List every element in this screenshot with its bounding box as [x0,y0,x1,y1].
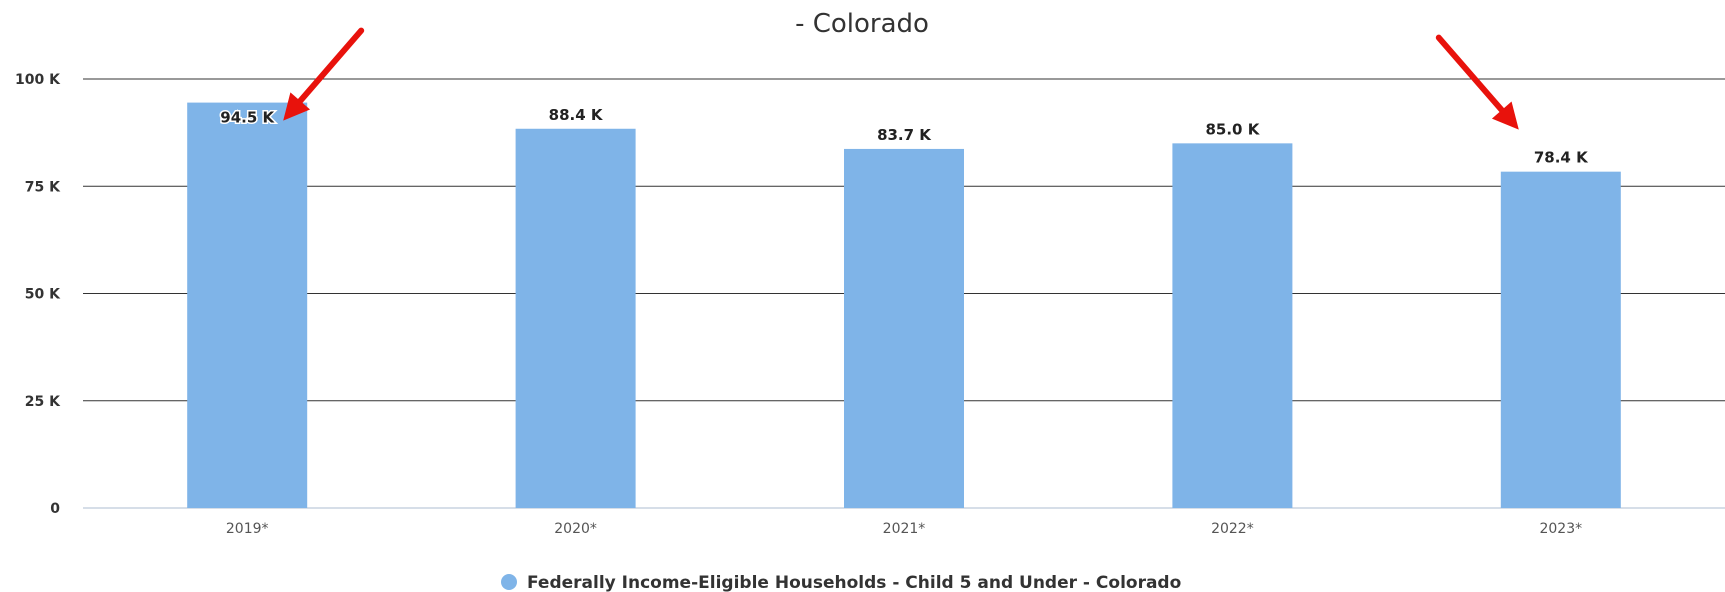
annotation-arrow [283,27,365,121]
x-tick-label: 2019* [226,521,269,537]
bar[interactable] [187,102,308,508]
bar[interactable] [1500,171,1621,508]
legend-label: Federally Income-Eligible Households - C… [527,573,1181,592]
legend[interactable]: Federally Income-Eligible Households - C… [501,573,1181,592]
bars: 94.5 K 88.4 K 83.7 K 85.0 K 78.4 K [187,102,1621,508]
x-tick-label: 2021* [883,521,926,537]
x-axis: 2019* 2020* 2021* 2022* 2023* [226,521,1582,537]
legend-marker [501,574,517,590]
x-tick-label: 2022* [1211,521,1254,537]
chart-title: - Colorado [795,9,929,39]
bar[interactable] [515,128,636,508]
y-tick-label: 75 K [25,179,61,195]
bar[interactable] [844,148,964,508]
x-tick-label: 2023* [1539,521,1582,537]
y-tick-label: 100 K [15,72,61,88]
data-label: 85.0 K [1205,120,1260,138]
annotations [283,27,1519,130]
data-label: 83.7 K [877,126,932,144]
data-label: 88.4 K [549,106,604,124]
y-tick-label: 25 K [25,394,61,410]
bar[interactable] [1172,143,1293,508]
y-tick-label: 50 K [25,287,61,303]
arrow-shaft [297,27,365,104]
x-tick-label: 2020* [554,521,597,537]
y-tick-label: 0 [50,501,60,517]
y-axis: 0 25 K 50 K 75 K 100 K [15,72,61,517]
arrow-head [1491,101,1519,130]
annotation-arrow [1435,34,1519,130]
arrow-shaft [1435,34,1505,114]
data-label: 94.5 K [220,109,275,127]
arrow-head [283,92,311,121]
data-label: 78.4 K [1534,149,1589,167]
